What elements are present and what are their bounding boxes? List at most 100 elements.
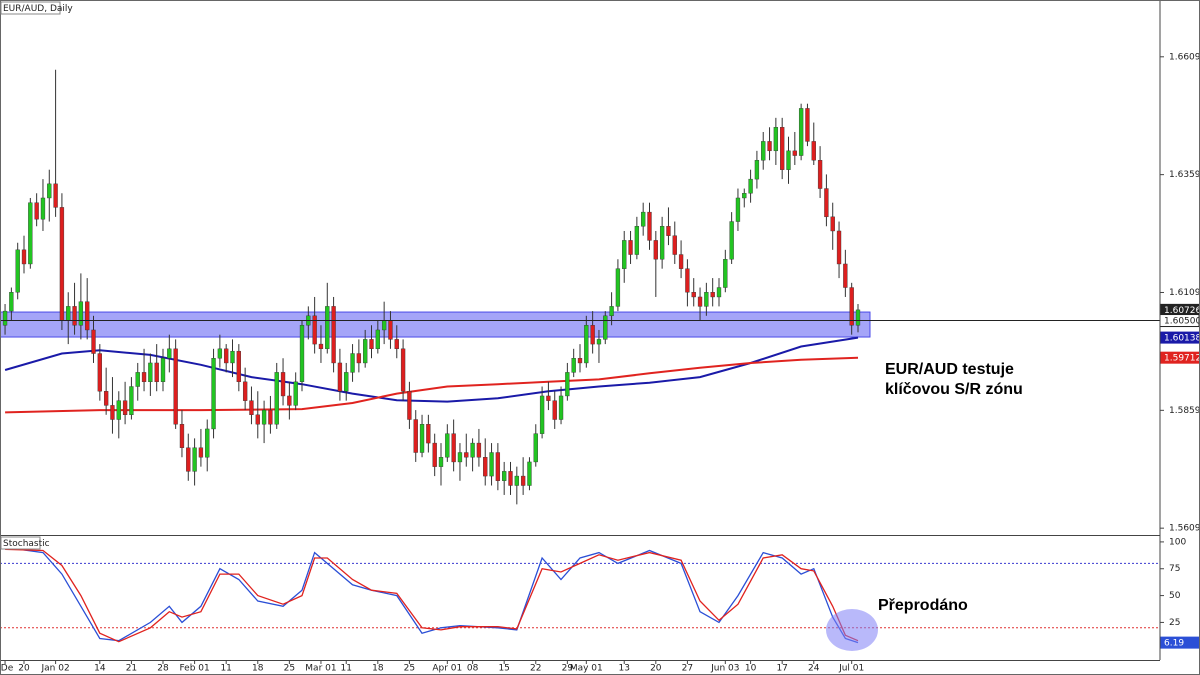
price-tag-label: 1.60726 <box>1164 306 1200 316</box>
candle-body <box>653 240 658 260</box>
candle-body <box>634 226 640 255</box>
candle-body <box>843 263 848 288</box>
candle-body <box>369 339 374 350</box>
candle-body <box>141 372 147 383</box>
candle-body <box>571 358 576 373</box>
candle-body <box>464 452 469 458</box>
x-tick-label: 22 <box>530 664 541 674</box>
x-tick-label: May 01 <box>570 664 603 674</box>
candle-body <box>432 442 437 467</box>
highlight <box>826 609 878 651</box>
candle-body <box>489 452 494 477</box>
candle-body <box>805 108 810 142</box>
candle-body <box>331 306 336 364</box>
candle-body <box>400 348 406 392</box>
x-tick-label: 20 <box>18 664 30 674</box>
x-tick-label: 21 <box>126 664 137 674</box>
candle-body <box>268 409 273 425</box>
x-tick-label: 25 <box>284 664 295 674</box>
candle-body <box>678 254 684 269</box>
x-tick-label: 13 <box>619 664 630 674</box>
candle-body <box>767 141 772 152</box>
candle-body <box>666 226 671 236</box>
x-tick-label: 18 <box>372 664 384 674</box>
x-tick-label: 08 <box>467 664 479 674</box>
candle-body <box>217 348 223 359</box>
candle-body <box>299 325 305 383</box>
plot-layer: 1.56095 1.58595 1.61095 1.63595 1.66095 1.607… <box>0 52 1200 674</box>
candle-body <box>849 287 854 326</box>
title-box <box>0 1 61 15</box>
candle-body <box>584 325 589 364</box>
candle-body <box>148 362 153 383</box>
candle-body <box>426 424 431 444</box>
candle-body <box>261 409 267 425</box>
candle-body <box>211 358 216 430</box>
candle-body <box>855 309 861 326</box>
candle-body <box>103 391 109 406</box>
price-tag <box>1160 351 1199 364</box>
y-tick-label: 50 <box>1169 591 1181 601</box>
y-tick-label: 25 <box>1169 618 1180 628</box>
candle-body <box>160 358 166 383</box>
candle-body <box>691 292 696 298</box>
candle-body <box>394 339 399 350</box>
candle-body <box>609 306 614 317</box>
candle-body <box>413 419 418 453</box>
candle-body <box>704 292 709 307</box>
x-tick-label: Mar 01 <box>305 664 336 674</box>
x-tick-label: Jul 01 <box>838 664 864 674</box>
x-tick-label: Feb 01 <box>179 664 209 674</box>
candle-body <box>628 240 633 255</box>
candle-body <box>363 339 368 364</box>
candle-body <box>457 452 463 463</box>
candle-body <box>312 315 317 345</box>
chart-title: EUR/AUD, Daily <box>3 4 73 14</box>
candle-body <box>495 452 501 481</box>
x-tick-label: 28 <box>157 664 169 674</box>
candle-body <box>135 372 140 387</box>
candle-body <box>255 414 260 425</box>
candle-body <box>798 108 804 156</box>
x-tick-label: 29 <box>562 664 574 674</box>
candle-body <box>817 160 823 189</box>
candle-body <box>483 457 488 477</box>
y-tick-label: 1.56095 <box>1169 524 1200 534</box>
candle-body <box>337 362 343 392</box>
candle-body <box>198 447 204 458</box>
candle-body <box>407 391 412 420</box>
x-tick-label: 10 <box>745 664 757 674</box>
candle-body <box>192 447 197 472</box>
y-tick-label: 100 <box>1169 537 1186 547</box>
candle-body <box>546 395 551 401</box>
candle-body <box>508 471 513 486</box>
indicator-line <box>4 336 859 403</box>
candle-body <box>280 372 286 397</box>
candle-body <box>748 178 753 194</box>
candle-body <box>167 348 172 359</box>
x-tick-label: 24 <box>808 664 820 674</box>
candle-body <box>47 183 52 199</box>
candle-body <box>716 287 722 298</box>
y-tick-label: 1.58595 <box>1169 406 1200 416</box>
x-tick-label: Jun 03 <box>710 664 739 674</box>
x-tick-label: 25 <box>404 664 415 674</box>
candle-body <box>710 292 715 298</box>
candle-body <box>356 353 362 364</box>
candle-body <box>520 475 526 486</box>
candle-body <box>66 306 71 321</box>
price-tag-label: 6.19 <box>1164 639 1184 649</box>
candle-body <box>173 348 178 425</box>
x-tick-label: De <box>1 664 14 674</box>
candle-body <box>2 310 8 326</box>
candle-body <box>350 353 355 373</box>
candle-body <box>527 461 532 486</box>
price-tag <box>1160 636 1199 649</box>
x-tick-label: 14 <box>94 664 106 674</box>
candle-body <box>318 343 324 350</box>
candle-body <box>116 400 121 420</box>
candle-body <box>811 141 816 161</box>
candle-body <box>40 197 46 220</box>
candle-body <box>78 301 84 326</box>
